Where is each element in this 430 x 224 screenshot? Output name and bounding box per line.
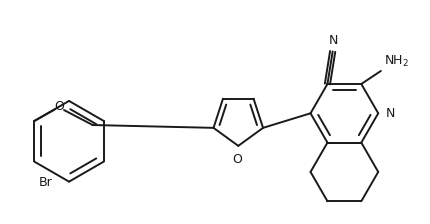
Text: O: O bbox=[54, 100, 64, 113]
Text: Br: Br bbox=[39, 177, 52, 190]
Text: O: O bbox=[232, 153, 242, 166]
Text: N: N bbox=[328, 34, 337, 47]
Text: N: N bbox=[385, 107, 394, 120]
Text: NH$_2$: NH$_2$ bbox=[383, 54, 408, 69]
